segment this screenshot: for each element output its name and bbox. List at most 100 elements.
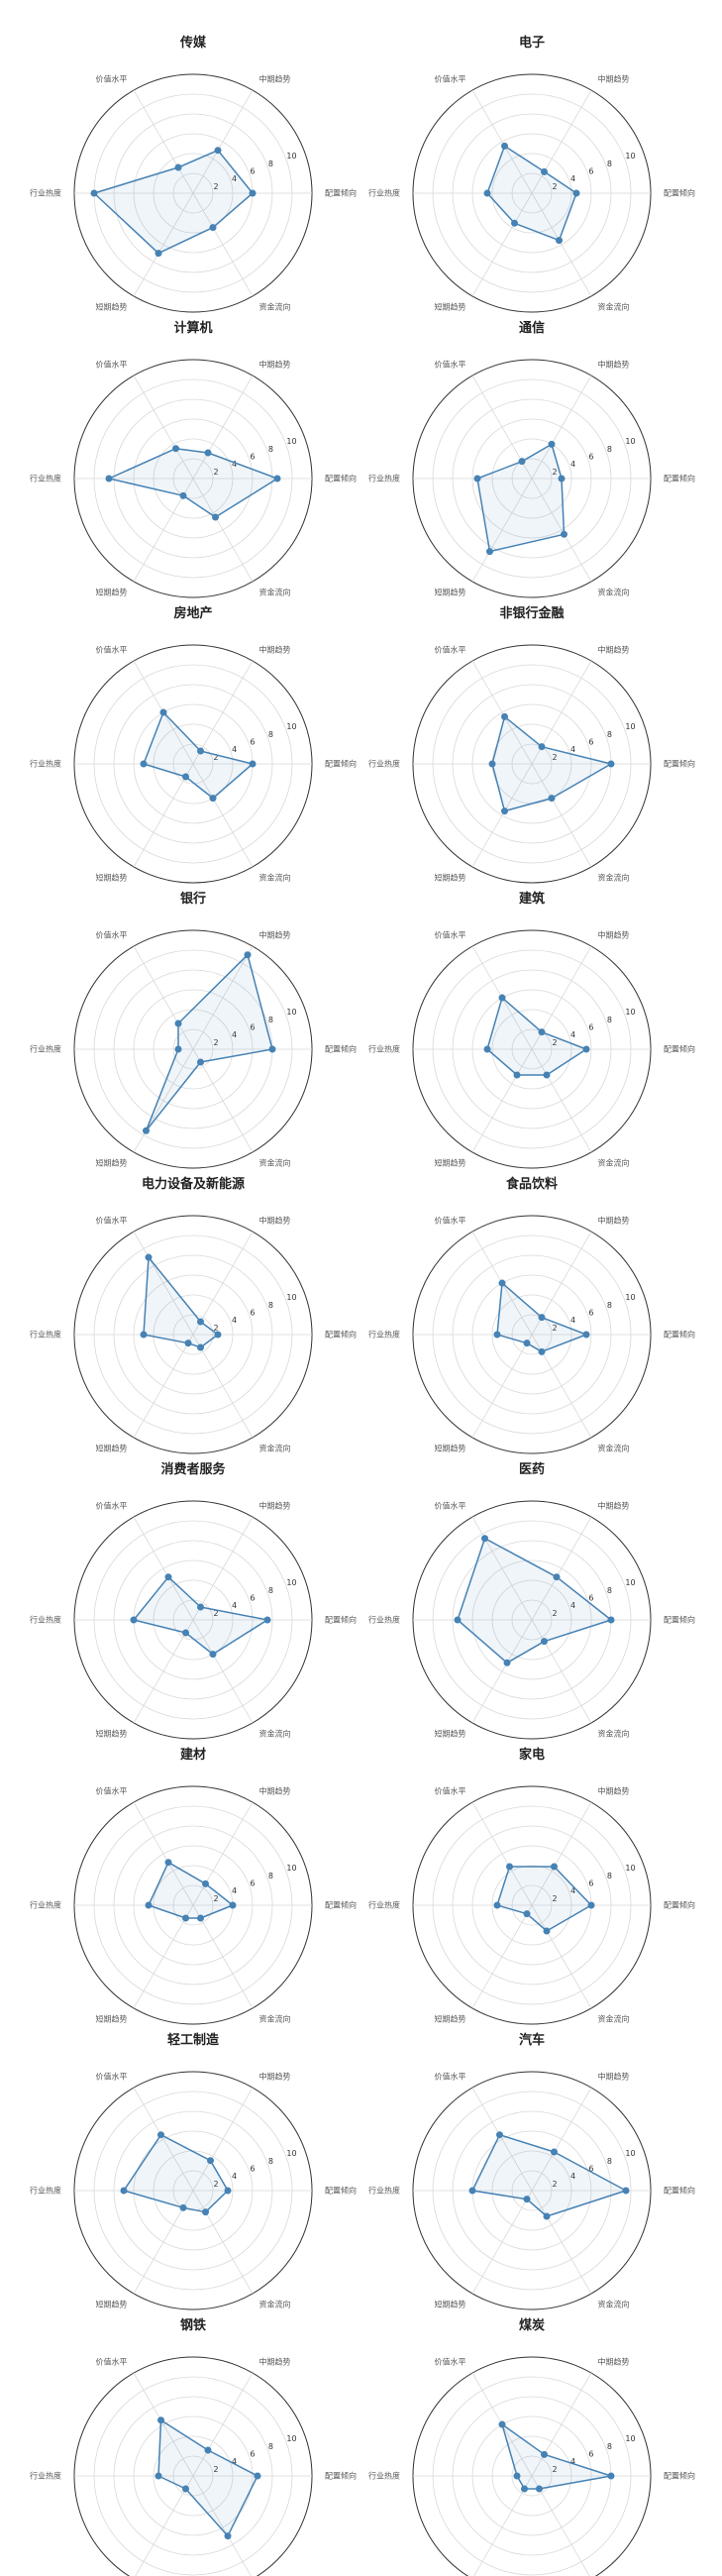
axis-label: 价值水平 (435, 2356, 466, 2366)
data-point (498, 994, 506, 1002)
data-point (551, 2148, 558, 2156)
radar-spoke (471, 1334, 533, 1439)
axis-label: 短期趋势 (96, 302, 128, 312)
data-point (454, 1616, 462, 1624)
series-polygon (145, 953, 273, 1132)
axis-label: 配置倾向 (325, 1330, 357, 1340)
axis-label: 资金流向 (598, 2014, 630, 2024)
axis-label: 配置倾向 (325, 1615, 357, 1625)
radial-tick-label: 2 (552, 2465, 557, 2474)
data-point (249, 189, 257, 197)
data-point (543, 1071, 551, 1079)
data-point (174, 1020, 182, 1027)
radar-spoke (133, 375, 194, 480)
data-point (209, 1651, 217, 1659)
axis-label: 价值水平 (96, 1215, 128, 1225)
radar-spoke (531, 375, 592, 480)
chart-title: 银行 (180, 891, 206, 907)
data-point (155, 2472, 162, 2480)
axis-label: 资金流向 (598, 1729, 630, 1739)
axis-label: 配置倾向 (325, 2471, 357, 2481)
radial-tick-label: 8 (607, 1872, 612, 1880)
data-point (197, 1318, 204, 1326)
radial-tick-label: 2 (552, 182, 557, 191)
radar-spoke (192, 1801, 254, 1906)
data-point (140, 1331, 148, 1339)
radar-spoke (133, 945, 194, 1050)
axis-label: 资金流向 (259, 873, 291, 883)
axis-label: 配置倾向 (664, 2186, 695, 2196)
data-point (207, 2157, 214, 2165)
radial-tick-label: 4 (570, 1886, 575, 1895)
data-point (548, 440, 556, 448)
axis-label: 行业热度 (30, 474, 61, 483)
axis-label: 行业热度 (30, 1615, 61, 1625)
data-point (498, 2420, 506, 2428)
axis-label: 短期趋势 (435, 588, 466, 597)
data-point (582, 1331, 590, 1339)
radial-tick-label: 10 (625, 152, 635, 161)
axis-label: 行业热度 (368, 2186, 400, 2196)
axis-label: 价值水平 (435, 2071, 466, 2081)
series-polygon (486, 145, 577, 242)
data-point (503, 1659, 511, 1666)
data-point (214, 1331, 222, 1339)
axis-label: 中期趋势 (259, 73, 291, 83)
series-polygon (148, 1861, 234, 1919)
data-point (182, 1629, 189, 1637)
axis-label: 短期趋势 (96, 873, 128, 883)
radial-tick-label: 4 (232, 2457, 237, 2466)
data-point (498, 1279, 506, 1287)
axis-label: 中期趋势 (259, 359, 291, 369)
axis-label: 行业热度 (30, 1900, 61, 1910)
data-point (254, 2472, 261, 2480)
data-point (553, 1573, 561, 1581)
radial-tick-label: 2 (552, 1038, 557, 1047)
series-polygon (133, 1575, 268, 1656)
chart-title: 计算机 (173, 320, 212, 336)
axis-label: 中期趋势 (598, 644, 630, 654)
radial-tick-label: 4 (570, 174, 575, 183)
data-point (229, 1901, 237, 1909)
radar-spoke (192, 1516, 254, 1621)
data-point (204, 2446, 212, 2454)
radial-tick-label: 10 (286, 437, 296, 446)
data-point (179, 491, 187, 499)
radar-spoke (192, 89, 254, 194)
radar-spoke (192, 375, 254, 480)
radar-spoke (133, 192, 194, 297)
data-point (538, 1347, 546, 1355)
axis-label: 配置倾向 (325, 188, 357, 198)
axis-label: 配置倾向 (325, 1044, 357, 1054)
data-point (90, 189, 98, 197)
radar-spoke (531, 2372, 592, 2477)
radar-spoke (531, 89, 592, 194)
radar-spoke (471, 2190, 533, 2295)
axis-label: 中期趋势 (598, 1785, 630, 1795)
radar-spoke (531, 2087, 592, 2192)
radial-tick-label: 4 (570, 745, 575, 754)
radial-tick-label: 4 (570, 1030, 575, 1039)
axis-label: 价值水平 (435, 929, 466, 939)
radial-tick-label: 4 (232, 460, 237, 469)
axis-label: 中期趋势 (259, 644, 291, 654)
data-point (538, 743, 546, 751)
radar-spoke (192, 2190, 254, 2295)
radial-tick-label: 10 (625, 1864, 635, 1873)
radial-tick-label: 8 (268, 1872, 273, 1880)
radar-spoke (471, 192, 533, 297)
axis-label: 配置倾向 (325, 2186, 357, 2196)
radial-tick-label: 6 (588, 738, 593, 747)
data-point (164, 1859, 172, 1867)
radial-tick-label: 2 (213, 1038, 218, 1047)
axis-label: 配置倾向 (664, 2471, 695, 2481)
radial-tick-label: 8 (607, 2442, 612, 2451)
axis-label: 配置倾向 (664, 1615, 695, 1625)
data-point (511, 219, 518, 227)
radial-tick-label: 4 (232, 745, 237, 754)
data-point (607, 760, 615, 768)
data-point (622, 2187, 630, 2195)
